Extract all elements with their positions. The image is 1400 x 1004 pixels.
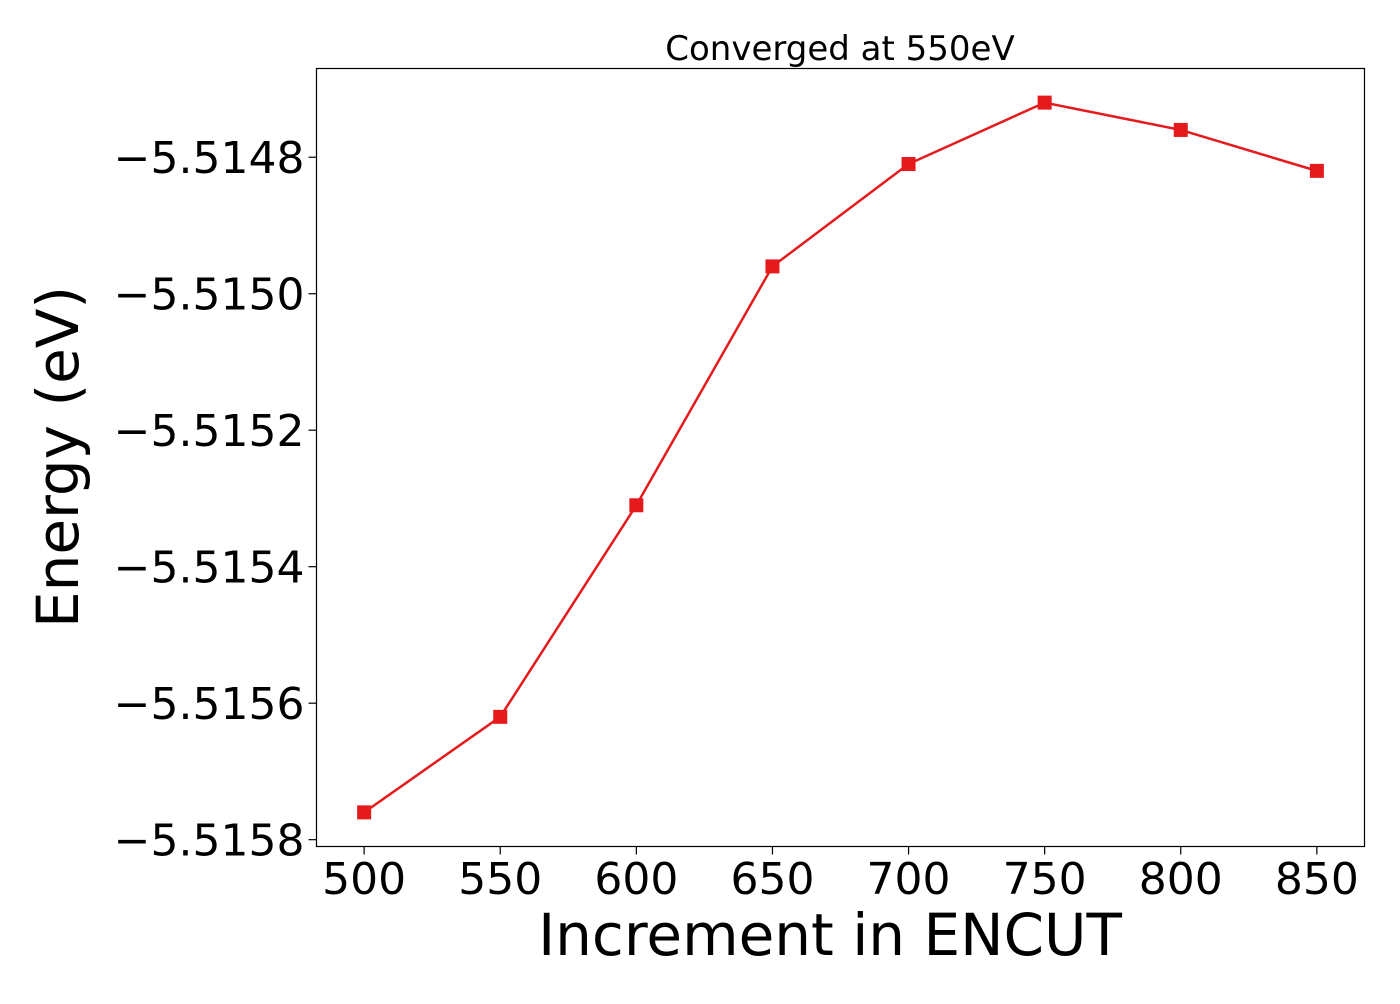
series-line (363, 101, 1318, 814)
x-tick-label: 600 (594, 854, 678, 905)
data-point-marker (1037, 95, 1052, 110)
data-point-marker (1309, 163, 1324, 178)
x-tick-label: 650 (730, 854, 814, 905)
x-tick-label: 550 (458, 854, 542, 905)
data-point-marker (357, 805, 372, 820)
y-tick-label: −5.5148 (114, 133, 305, 184)
x-axis-ticks: 500 550 600 650 700 750 800 850 (322, 846, 1359, 905)
data-point-marker (493, 709, 508, 724)
y-tick-label: −5.5156 (114, 679, 305, 730)
x-tick-label: 800 (1139, 854, 1223, 905)
x-axis-label: Increment in ENCUT (538, 901, 1122, 969)
x-tick-label: 500 (322, 854, 406, 905)
data-point-marker (629, 498, 644, 513)
y-tick-label: −5.5154 (114, 543, 305, 594)
data-point-marker (765, 259, 780, 274)
data-point-marker (1173, 122, 1188, 137)
plot-area-frame (315, 67, 1366, 848)
y-tick-label: −5.5150 (114, 270, 305, 321)
series-group (357, 95, 1324, 820)
x-tick-label: 750 (1003, 854, 1087, 905)
y-tick-label: −5.5152 (114, 406, 305, 457)
y-tick-label: −5.5158 (114, 816, 305, 867)
x-tick-label: 850 (1275, 854, 1359, 905)
y-axis-label: Energy (eV) (24, 286, 92, 628)
x-tick-label: 700 (867, 854, 951, 905)
y-axis-ticks: −5.5158 −5.5156 −5.5154 −5.5152 −5.5150 −5.51… (114, 133, 317, 867)
data-point-marker (901, 157, 916, 172)
chart-title: Converged at 550eV (665, 29, 1014, 69)
